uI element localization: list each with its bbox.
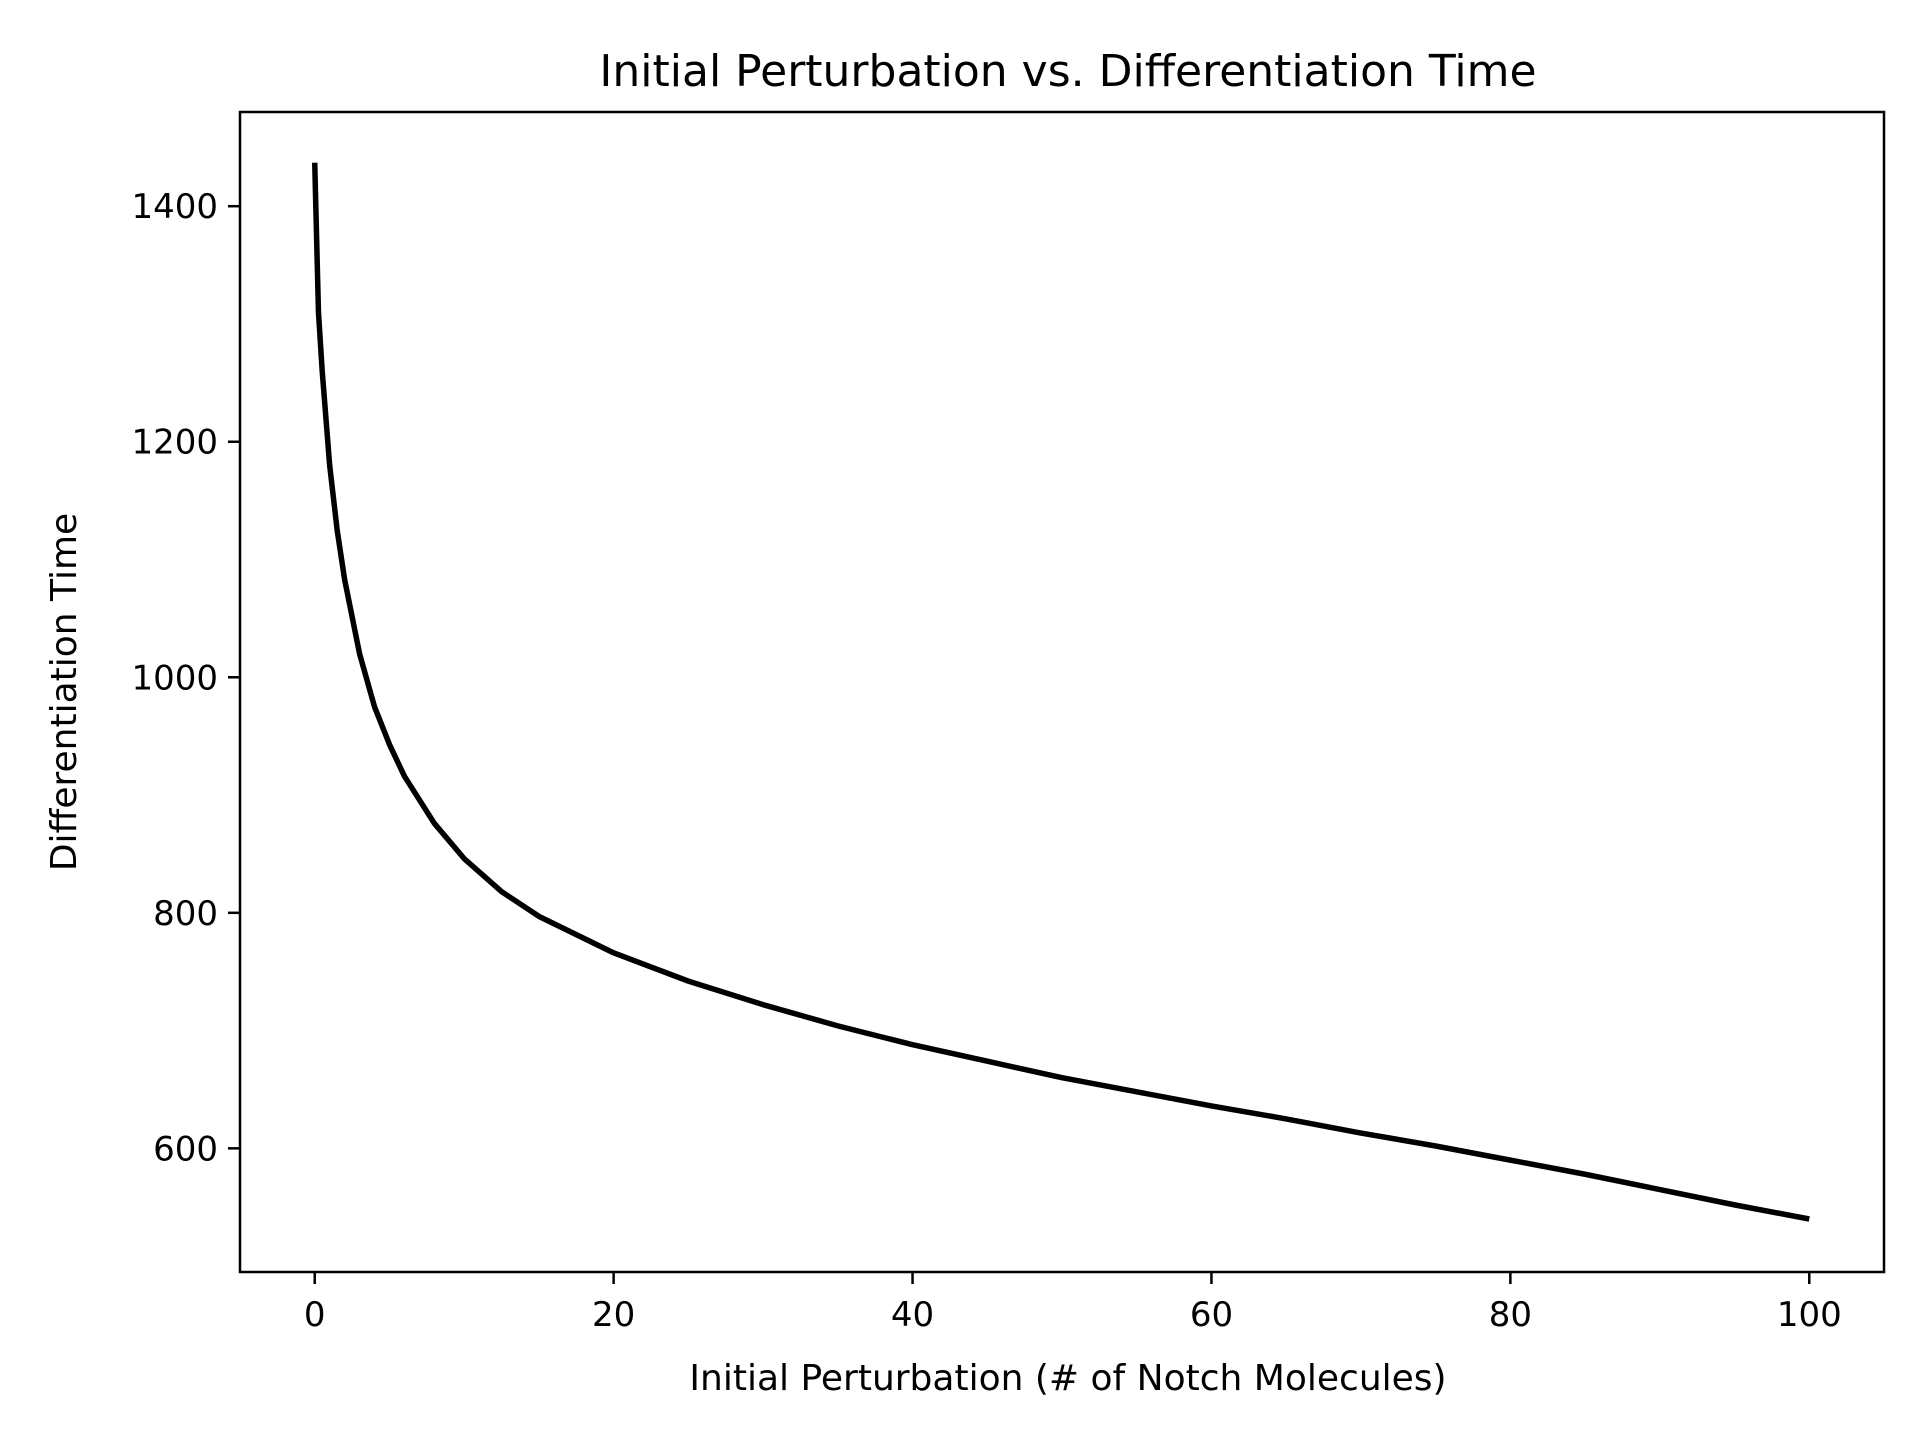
axes-frame — [238, 110, 1886, 1274]
x-axis-label: Initial Perturbation (# of Notch Molecul… — [689, 1358, 1446, 1399]
series-line-0 — [311, 162, 1810, 1222]
y-tick-label: 1000 — [131, 658, 218, 698]
x-tick-label: 60 — [1190, 1295, 1233, 1335]
x-tick-label: 100 — [1777, 1295, 1842, 1335]
x-tick-label: 40 — [891, 1295, 934, 1335]
y-tick-label: 1200 — [131, 423, 218, 463]
y-tick-label: 800 — [153, 894, 218, 934]
y-tick-label: 1400 — [131, 187, 218, 227]
chart-title: Initial Perturbation vs. Differentiation… — [599, 46, 1536, 97]
x-tick-label: 80 — [1489, 1295, 1532, 1335]
y-tick-label: 600 — [153, 1129, 218, 1169]
x-tick-label: 20 — [592, 1295, 635, 1335]
x-tick-label: 0 — [304, 1295, 326, 1335]
plot-area: 0 20 40 60 80 100 600 800 1000 1200 1400 — [131, 110, 1886, 1335]
y-axis-label: Differentiation Time — [44, 513, 85, 871]
